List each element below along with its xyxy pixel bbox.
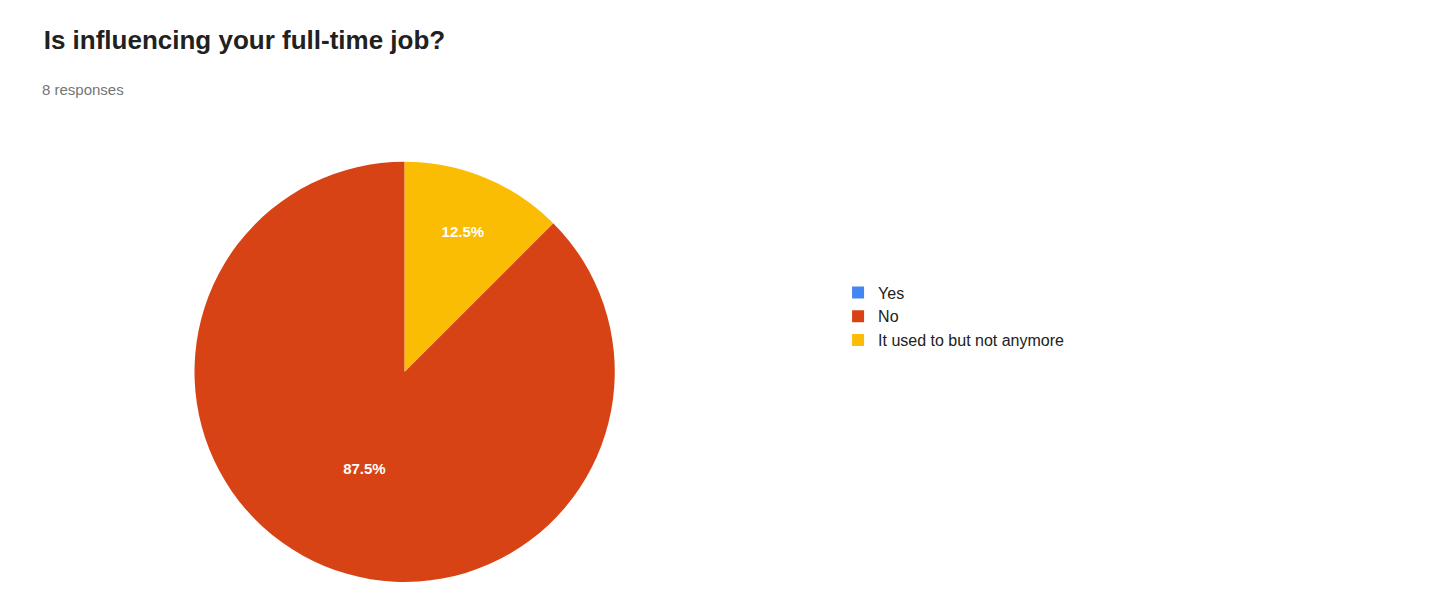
- svg-text:8 responses: 8 responses: [42, 81, 124, 98]
- svg-text:Yes: Yes: [878, 285, 904, 302]
- svg-text:No: No: [878, 308, 899, 325]
- svg-text:12.5%: 12.5%: [442, 223, 485, 240]
- svg-text:87.5%: 87.5%: [343, 460, 386, 477]
- svg-text:Is influencing your full-time: Is influencing your full-time job?: [44, 25, 446, 55]
- svg-text:It used to but not anymore: It used to but not anymore: [878, 332, 1064, 349]
